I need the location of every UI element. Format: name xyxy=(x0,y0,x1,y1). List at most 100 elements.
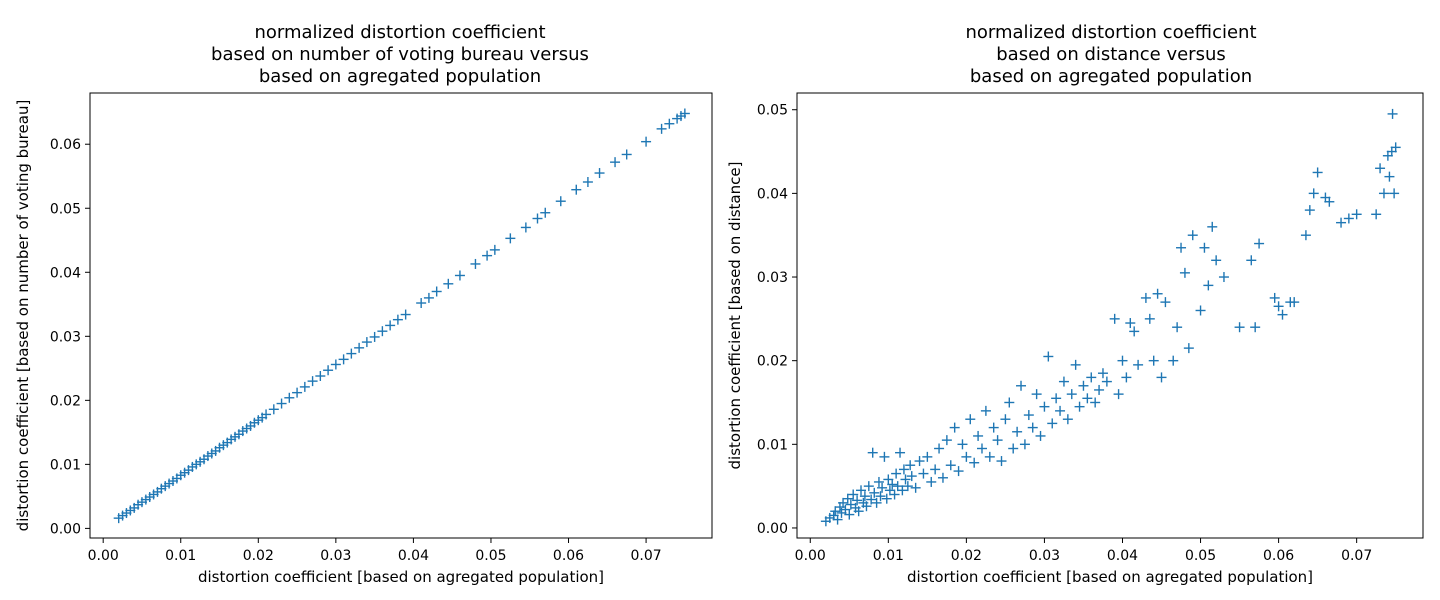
data-point xyxy=(1027,422,1038,433)
data-point xyxy=(1179,267,1190,278)
data-point xyxy=(377,326,388,337)
data-point xyxy=(1016,380,1027,391)
data-point xyxy=(902,481,913,492)
y-tick-label: 0.02 xyxy=(757,354,788,370)
data-point xyxy=(323,365,334,376)
chart-title-line: normalized distortion coefficient xyxy=(965,22,1256,43)
data-point xyxy=(840,504,851,515)
data-point xyxy=(1039,401,1050,412)
x-tick-label: 0.00 xyxy=(795,548,826,564)
data-point xyxy=(1074,401,1085,412)
y-tick-label: 0.04 xyxy=(757,186,788,202)
data-point xyxy=(1312,167,1323,178)
data-point xyxy=(292,387,303,398)
data-point xyxy=(1289,297,1300,308)
data-point xyxy=(1176,242,1187,253)
data-point xyxy=(922,451,933,462)
data-point xyxy=(869,487,880,498)
data-point xyxy=(914,456,925,467)
data-point xyxy=(957,439,968,450)
data-point xyxy=(910,482,921,493)
data-point xyxy=(1390,142,1401,153)
data-point xyxy=(879,451,890,462)
data-point xyxy=(859,491,870,502)
data-point xyxy=(679,108,690,119)
data-point xyxy=(443,278,454,289)
data-point xyxy=(889,489,900,500)
data-point xyxy=(1004,397,1015,408)
data-point xyxy=(965,414,976,425)
data-point xyxy=(330,359,341,370)
data-point xyxy=(1144,313,1155,324)
data-point xyxy=(930,464,941,475)
data-point xyxy=(1371,209,1382,220)
x-tick-label: 0.04 xyxy=(398,548,429,564)
data-point xyxy=(284,392,295,403)
data-point xyxy=(1203,280,1214,291)
data-point xyxy=(1043,351,1054,362)
data-point xyxy=(532,213,543,224)
y-tick-label: 0.05 xyxy=(757,103,788,119)
data-point xyxy=(1012,426,1023,437)
data-point xyxy=(1094,384,1105,395)
data-point xyxy=(961,451,972,462)
data-point xyxy=(1308,188,1319,199)
x-tick-label: 0.02 xyxy=(243,548,274,564)
data-point xyxy=(610,157,621,168)
data-point xyxy=(431,286,442,297)
y-tick-label: 0.05 xyxy=(50,201,81,217)
data-point xyxy=(555,196,566,207)
data-point xyxy=(1304,205,1315,216)
data-point xyxy=(976,443,987,454)
data-point xyxy=(1000,414,1011,425)
data-point xyxy=(1113,389,1124,400)
x-tick-label: 0.00 xyxy=(88,548,119,564)
data-point xyxy=(1336,217,1347,228)
data-point xyxy=(1234,322,1245,333)
data-point xyxy=(392,314,403,325)
data-point xyxy=(852,495,863,506)
x-tick-label: 0.03 xyxy=(1029,548,1060,564)
data-point xyxy=(423,292,434,303)
data-point xyxy=(505,233,516,244)
data-point xyxy=(1218,272,1229,283)
data-point xyxy=(867,447,878,458)
data-point xyxy=(1023,410,1034,421)
data-point xyxy=(1086,372,1097,383)
data-point xyxy=(641,136,652,147)
chart-title-line: based on distance versus xyxy=(996,44,1225,65)
data-point xyxy=(1140,292,1151,303)
data-point xyxy=(261,409,272,420)
data-point xyxy=(1109,313,1120,324)
data-point xyxy=(276,398,287,409)
data-point xyxy=(1070,359,1081,370)
data-point xyxy=(996,456,1007,467)
data-point xyxy=(895,447,906,458)
data-point xyxy=(1152,288,1163,299)
y-tick-label: 0.01 xyxy=(757,437,788,453)
data-point xyxy=(856,485,867,496)
data-point xyxy=(1117,355,1128,366)
data-point xyxy=(1156,372,1167,383)
data-point xyxy=(1031,389,1042,400)
x-tick-label: 0.07 xyxy=(1341,548,1372,564)
data-point xyxy=(842,493,853,504)
data-point xyxy=(1066,389,1077,400)
data-point xyxy=(1384,171,1395,182)
chart-title-line: based on number of voting bureau versus xyxy=(211,44,589,65)
data-point xyxy=(489,244,500,255)
data-point xyxy=(369,331,380,342)
data-point xyxy=(621,149,632,160)
data-point xyxy=(934,443,945,454)
data-point xyxy=(1199,242,1210,253)
data-point xyxy=(338,354,349,365)
data-point xyxy=(1078,380,1089,391)
data-point xyxy=(937,472,948,483)
x-tick-label: 0.05 xyxy=(475,548,506,564)
x-tick-label: 0.07 xyxy=(630,548,661,564)
data-point xyxy=(941,435,952,446)
data-point xyxy=(953,466,964,477)
data-point xyxy=(830,506,841,517)
data-point xyxy=(871,497,882,508)
